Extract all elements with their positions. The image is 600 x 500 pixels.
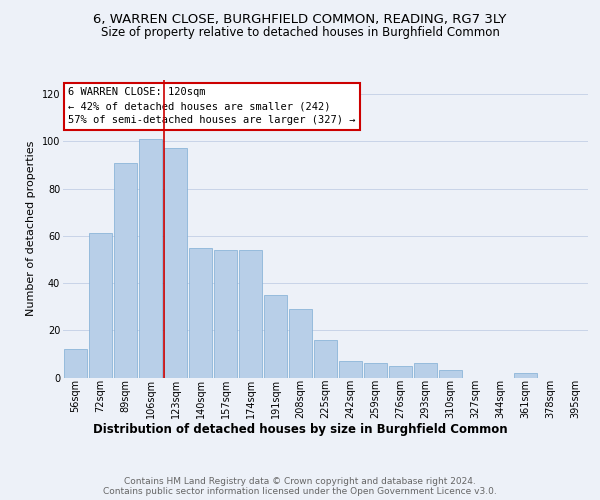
Text: Size of property relative to detached houses in Burghfield Common: Size of property relative to detached ho… [101,26,499,39]
Bar [414,364,437,378]
Y-axis label: Number of detached properties: Number of detached properties [26,141,36,316]
Text: Distribution of detached houses by size in Burghfield Common: Distribution of detached houses by size … [92,422,508,436]
Bar [239,250,262,378]
Bar [389,366,412,378]
Bar [164,148,187,378]
Bar [114,162,137,378]
Bar [439,370,462,378]
Bar [89,234,112,378]
Text: Contains HM Land Registry data © Crown copyright and database right 2024.
Contai: Contains HM Land Registry data © Crown c… [103,476,497,496]
Bar [314,340,337,378]
Text: 6 WARREN CLOSE: 120sqm
← 42% of detached houses are smaller (242)
57% of semi-de: 6 WARREN CLOSE: 120sqm ← 42% of detached… [68,88,356,126]
Bar [189,248,212,378]
Bar [364,364,387,378]
Bar [339,361,362,378]
Text: 6, WARREN CLOSE, BURGHFIELD COMMON, READING, RG7 3LY: 6, WARREN CLOSE, BURGHFIELD COMMON, READ… [94,12,506,26]
Bar [264,295,287,378]
Bar [214,250,237,378]
Bar [139,139,162,378]
Bar [289,309,312,378]
Bar [514,373,537,378]
Bar [64,349,87,378]
